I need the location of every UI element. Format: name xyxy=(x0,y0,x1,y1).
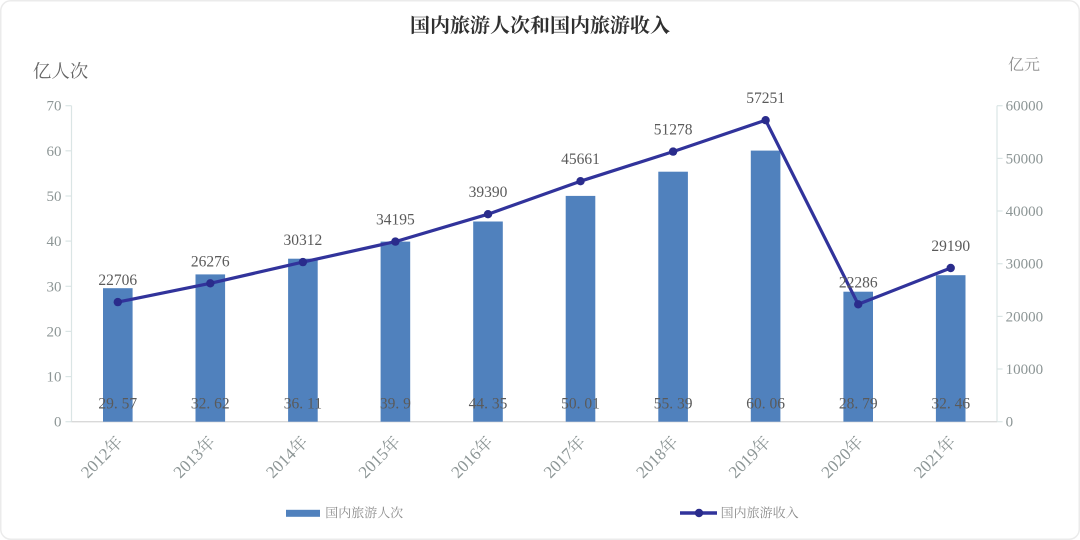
svg-text:2017: 2017 xyxy=(540,444,578,482)
svg-text:40000: 40000 xyxy=(1006,204,1044,220)
svg-text:60000: 60000 xyxy=(1006,99,1044,115)
svg-text:20000: 20000 xyxy=(1006,309,1044,325)
svg-text:29190: 29190 xyxy=(931,238,970,255)
svg-text:2014: 2014 xyxy=(262,444,300,482)
svg-text:20: 20 xyxy=(47,324,62,340)
svg-text:60: 60 xyxy=(47,144,62,160)
svg-text:2019: 2019 xyxy=(725,444,762,481)
svg-text:30: 30 xyxy=(47,279,62,295)
svg-text:32. 62: 32. 62 xyxy=(191,396,230,413)
svg-text:2021: 2021 xyxy=(910,444,947,481)
svg-text:50: 50 xyxy=(47,189,62,205)
svg-text:36. 11: 36. 11 xyxy=(284,396,322,413)
svg-text:10000: 10000 xyxy=(1006,362,1044,378)
svg-text:44. 35: 44. 35 xyxy=(469,396,508,413)
svg-text:28. 79: 28. 79 xyxy=(839,396,878,413)
svg-text:2016: 2016 xyxy=(447,444,484,481)
svg-text:2013: 2013 xyxy=(170,444,207,481)
svg-text:30312: 30312 xyxy=(284,232,323,249)
svg-text:50000: 50000 xyxy=(1006,151,1044,167)
svg-text:10: 10 xyxy=(47,370,62,386)
svg-text:34195: 34195 xyxy=(376,212,415,229)
svg-text:40: 40 xyxy=(47,234,62,250)
svg-text:22286: 22286 xyxy=(839,274,878,291)
svg-text:26276: 26276 xyxy=(191,253,230,270)
svg-text:2015: 2015 xyxy=(355,444,392,481)
svg-text:55. 39: 55. 39 xyxy=(654,396,693,413)
svg-text:2020: 2020 xyxy=(818,444,855,481)
svg-text:0: 0 xyxy=(1006,415,1014,431)
svg-text:51278: 51278 xyxy=(654,122,693,139)
svg-text:70: 70 xyxy=(47,99,62,115)
svg-text:2012: 2012 xyxy=(77,444,114,481)
svg-text:50. 01: 50. 01 xyxy=(561,396,600,413)
svg-text:39. 9: 39. 9 xyxy=(380,396,411,413)
svg-text:57251: 57251 xyxy=(746,90,785,107)
svg-text:45661: 45661 xyxy=(561,151,600,168)
svg-text:32. 46: 32. 46 xyxy=(931,396,970,413)
svg-text:29. 57: 29. 57 xyxy=(98,396,137,413)
svg-text:22706: 22706 xyxy=(98,272,137,289)
svg-text:60. 06: 60. 06 xyxy=(746,396,785,413)
svg-text:30000: 30000 xyxy=(1006,257,1044,273)
svg-text:39390: 39390 xyxy=(469,184,508,201)
svg-text:2018: 2018 xyxy=(632,444,669,481)
svg-text:0: 0 xyxy=(54,415,62,431)
